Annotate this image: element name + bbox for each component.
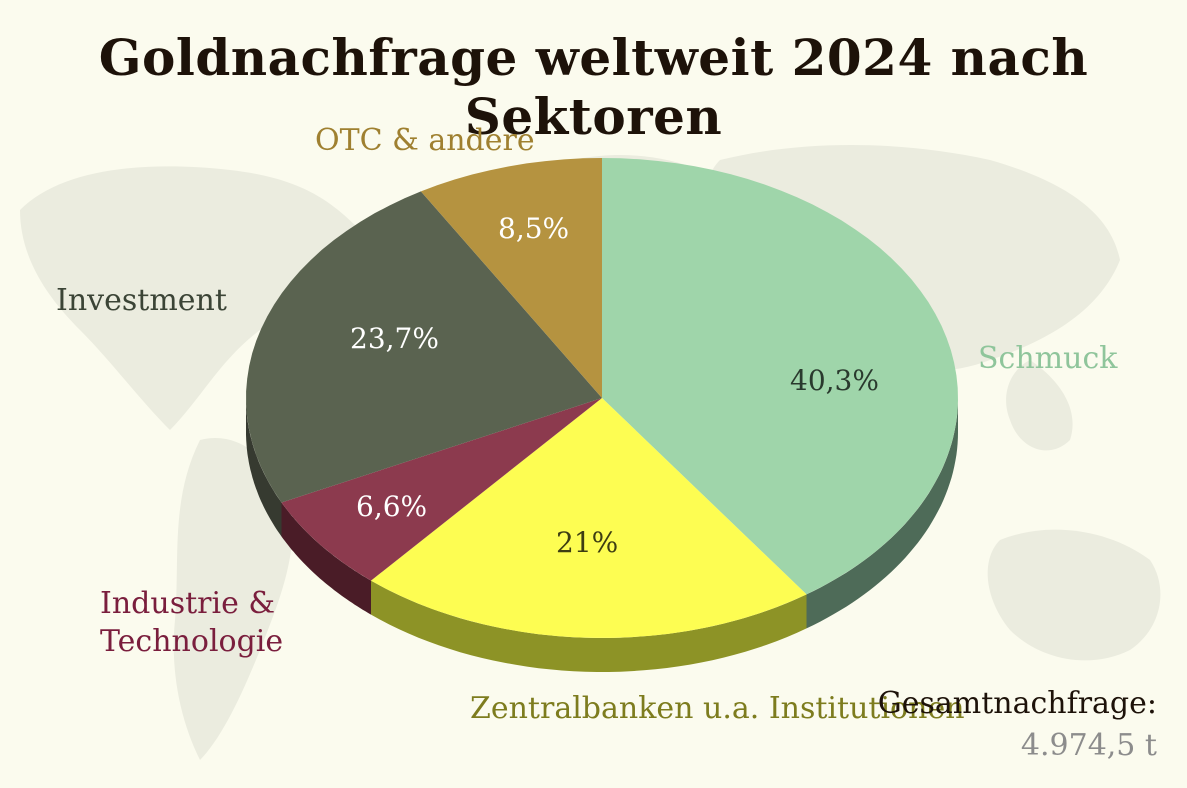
pie-slice-investment xyxy=(246,191,602,503)
data-label-schmuck: 40,3% xyxy=(790,364,879,397)
pie-side-industrie xyxy=(281,502,371,615)
data-label-industrie: 6,6% xyxy=(356,490,428,523)
pie-side-investment xyxy=(246,398,282,537)
data-label-otc: 8,5% xyxy=(498,212,570,245)
chart-title: Goldnachfrage weltweit 2024 nach Sektore… xyxy=(98,28,1089,146)
data-label-investment: 23,7% xyxy=(350,322,439,355)
legend-label-zentralbanken: Zentralbanken u.a. Institutionen xyxy=(470,691,965,726)
legend-label-otc: OTC & andere xyxy=(315,123,535,158)
pie-side-zentralbanken xyxy=(371,580,807,672)
pie-slice-schmuck xyxy=(602,158,958,595)
data-label-zentralbanken: 21% xyxy=(556,526,619,559)
total-label: Gesamtnachfrage: xyxy=(877,686,1157,721)
legend-label-industrie: Industrie & Technologie xyxy=(100,586,284,659)
legend-label-schmuck: Schmuck xyxy=(978,341,1118,376)
pie-slice-zentralbanken xyxy=(371,398,807,638)
pie-side-schmuck xyxy=(806,398,958,629)
pie-slice-otc xyxy=(420,158,602,398)
pie-slice-industrie xyxy=(281,398,602,581)
total-value: 4.974,5 t xyxy=(1020,728,1157,763)
legend-label-investment: Investment xyxy=(56,283,227,318)
